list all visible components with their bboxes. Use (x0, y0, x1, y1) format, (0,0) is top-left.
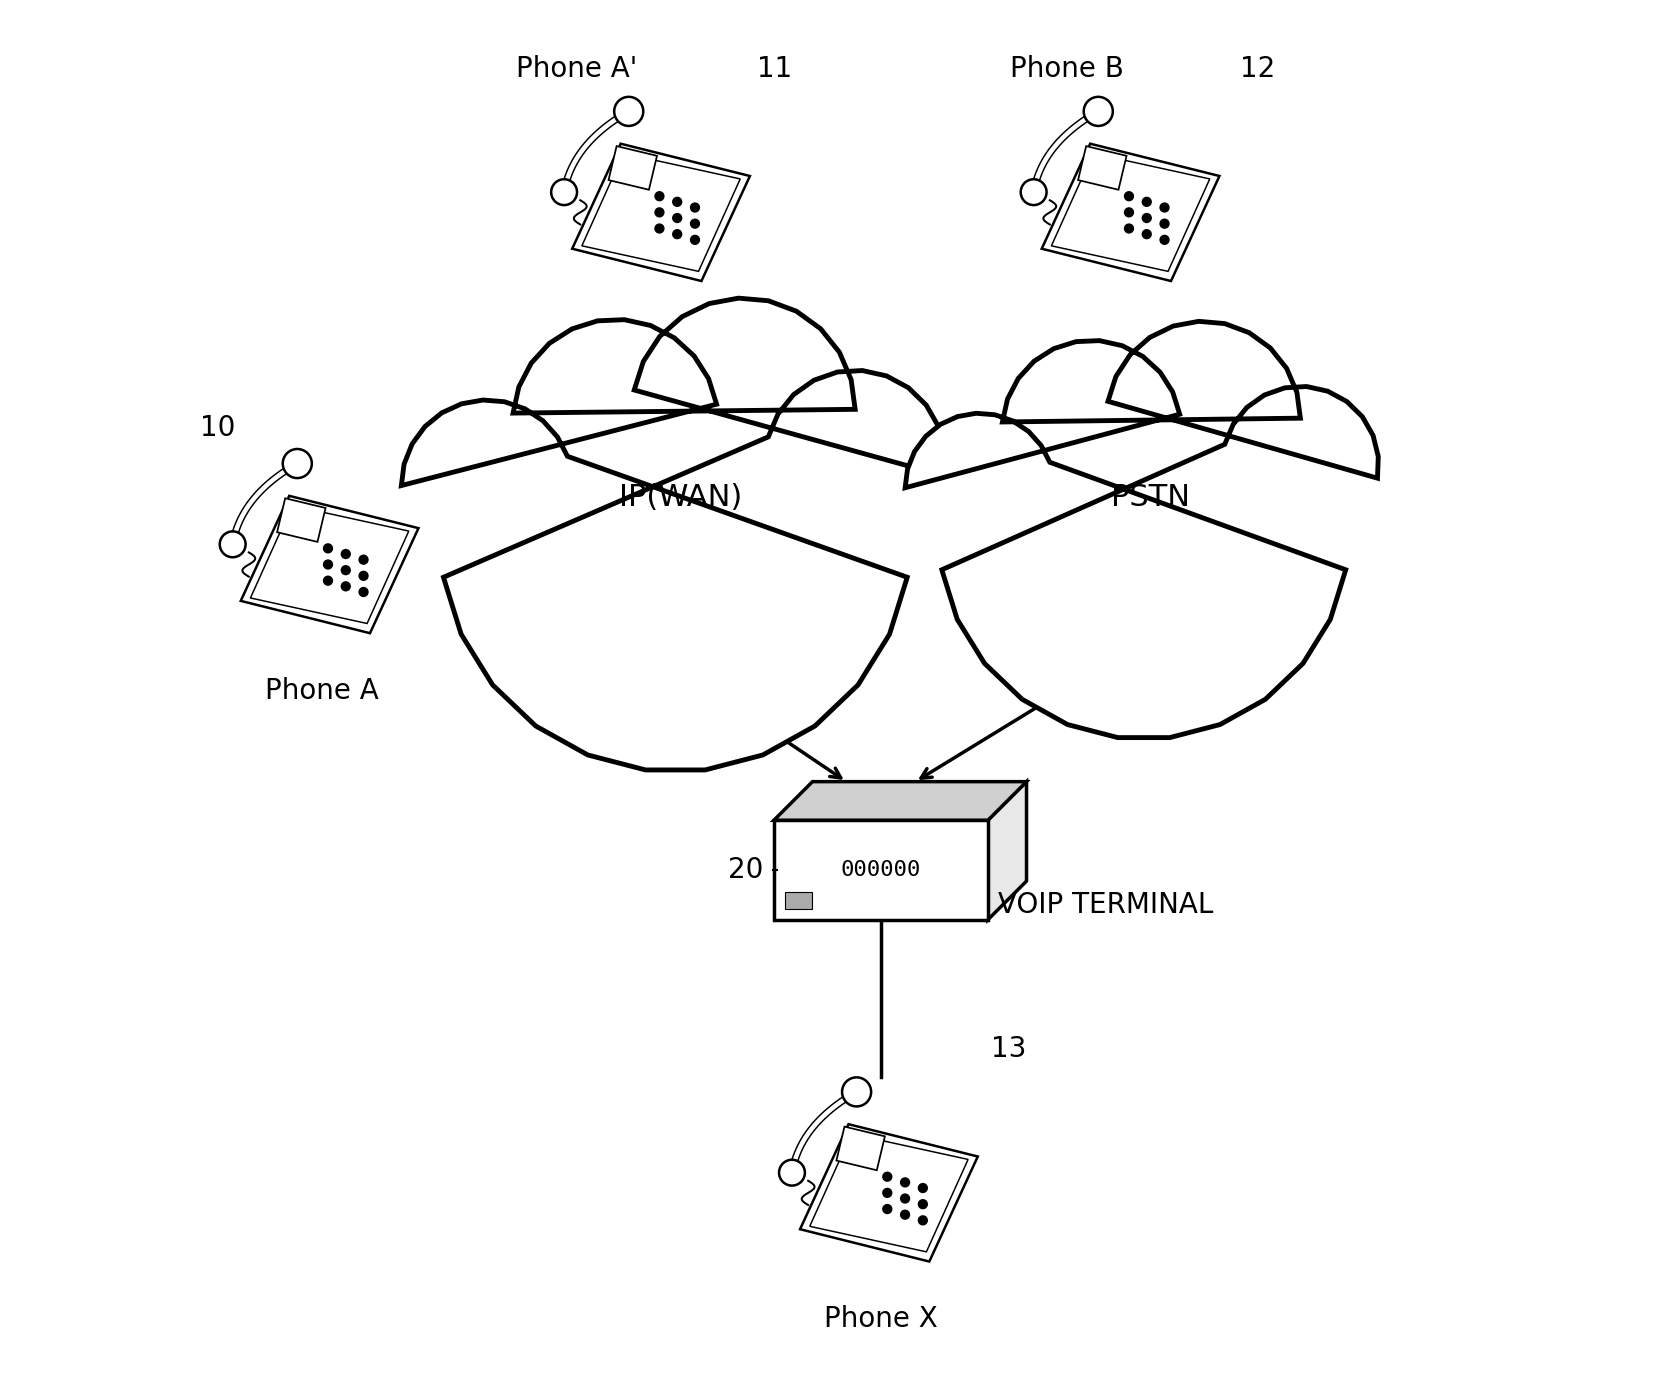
Circle shape (1123, 192, 1133, 200)
Text: 10: 10 (200, 414, 236, 442)
Polygon shape (987, 782, 1027, 920)
Circle shape (654, 192, 664, 200)
Circle shape (1142, 197, 1150, 206)
Circle shape (691, 203, 699, 211)
Text: Phone B: Phone B (1010, 55, 1123, 83)
Circle shape (842, 1077, 870, 1106)
Circle shape (1123, 224, 1133, 233)
Polygon shape (1050, 153, 1210, 271)
PathPatch shape (905, 322, 1378, 737)
Circle shape (882, 1204, 892, 1214)
Circle shape (1142, 229, 1150, 239)
Circle shape (672, 197, 681, 206)
Circle shape (654, 224, 664, 233)
PathPatch shape (401, 298, 943, 771)
Circle shape (691, 220, 699, 228)
Text: 000000: 000000 (840, 860, 920, 880)
Text: 11: 11 (755, 55, 792, 83)
Circle shape (779, 1160, 804, 1186)
Circle shape (614, 97, 642, 126)
Polygon shape (800, 1124, 977, 1262)
Circle shape (551, 180, 577, 206)
Polygon shape (1077, 146, 1127, 189)
Text: Phone A': Phone A' (516, 55, 637, 83)
Text: 13: 13 (990, 1036, 1027, 1063)
Text: PSTN: PSTN (1110, 483, 1188, 511)
Circle shape (341, 581, 349, 591)
Circle shape (359, 555, 368, 563)
Circle shape (691, 235, 699, 244)
Circle shape (919, 1184, 927, 1192)
Circle shape (283, 449, 311, 478)
Text: IP(WAN): IP(WAN) (619, 483, 742, 511)
Circle shape (900, 1210, 909, 1219)
Circle shape (1083, 97, 1112, 126)
Circle shape (900, 1178, 909, 1186)
Circle shape (341, 550, 349, 558)
Polygon shape (784, 892, 812, 909)
Circle shape (900, 1195, 909, 1203)
Polygon shape (607, 146, 657, 189)
Circle shape (220, 532, 246, 558)
Circle shape (323, 544, 333, 552)
Polygon shape (774, 782, 1027, 820)
Polygon shape (809, 1134, 967, 1251)
Circle shape (1142, 214, 1150, 222)
Polygon shape (581, 153, 740, 271)
Text: 20: 20 (727, 856, 764, 884)
Circle shape (882, 1189, 892, 1197)
Polygon shape (250, 505, 409, 623)
Circle shape (882, 1172, 892, 1181)
Circle shape (359, 572, 368, 580)
Circle shape (1020, 180, 1047, 206)
Circle shape (359, 587, 368, 597)
Circle shape (919, 1200, 927, 1208)
Circle shape (654, 209, 664, 217)
Circle shape (1160, 220, 1168, 228)
Circle shape (672, 229, 681, 239)
Polygon shape (835, 1127, 884, 1170)
Text: Phone X: Phone X (824, 1305, 937, 1333)
Circle shape (919, 1215, 927, 1225)
Polygon shape (276, 499, 326, 541)
Polygon shape (774, 820, 987, 920)
Circle shape (1160, 203, 1168, 211)
Circle shape (341, 566, 349, 574)
Polygon shape (572, 144, 749, 282)
Circle shape (1160, 235, 1168, 244)
Text: Phone A: Phone A (265, 677, 378, 704)
Polygon shape (241, 496, 418, 632)
Text: 12: 12 (1240, 55, 1275, 83)
Circle shape (323, 576, 333, 586)
Polygon shape (1042, 144, 1218, 282)
Circle shape (672, 214, 681, 222)
Circle shape (323, 561, 333, 569)
Text: VOIP TERMINAL: VOIP TERMINAL (998, 891, 1213, 918)
Circle shape (1123, 209, 1133, 217)
